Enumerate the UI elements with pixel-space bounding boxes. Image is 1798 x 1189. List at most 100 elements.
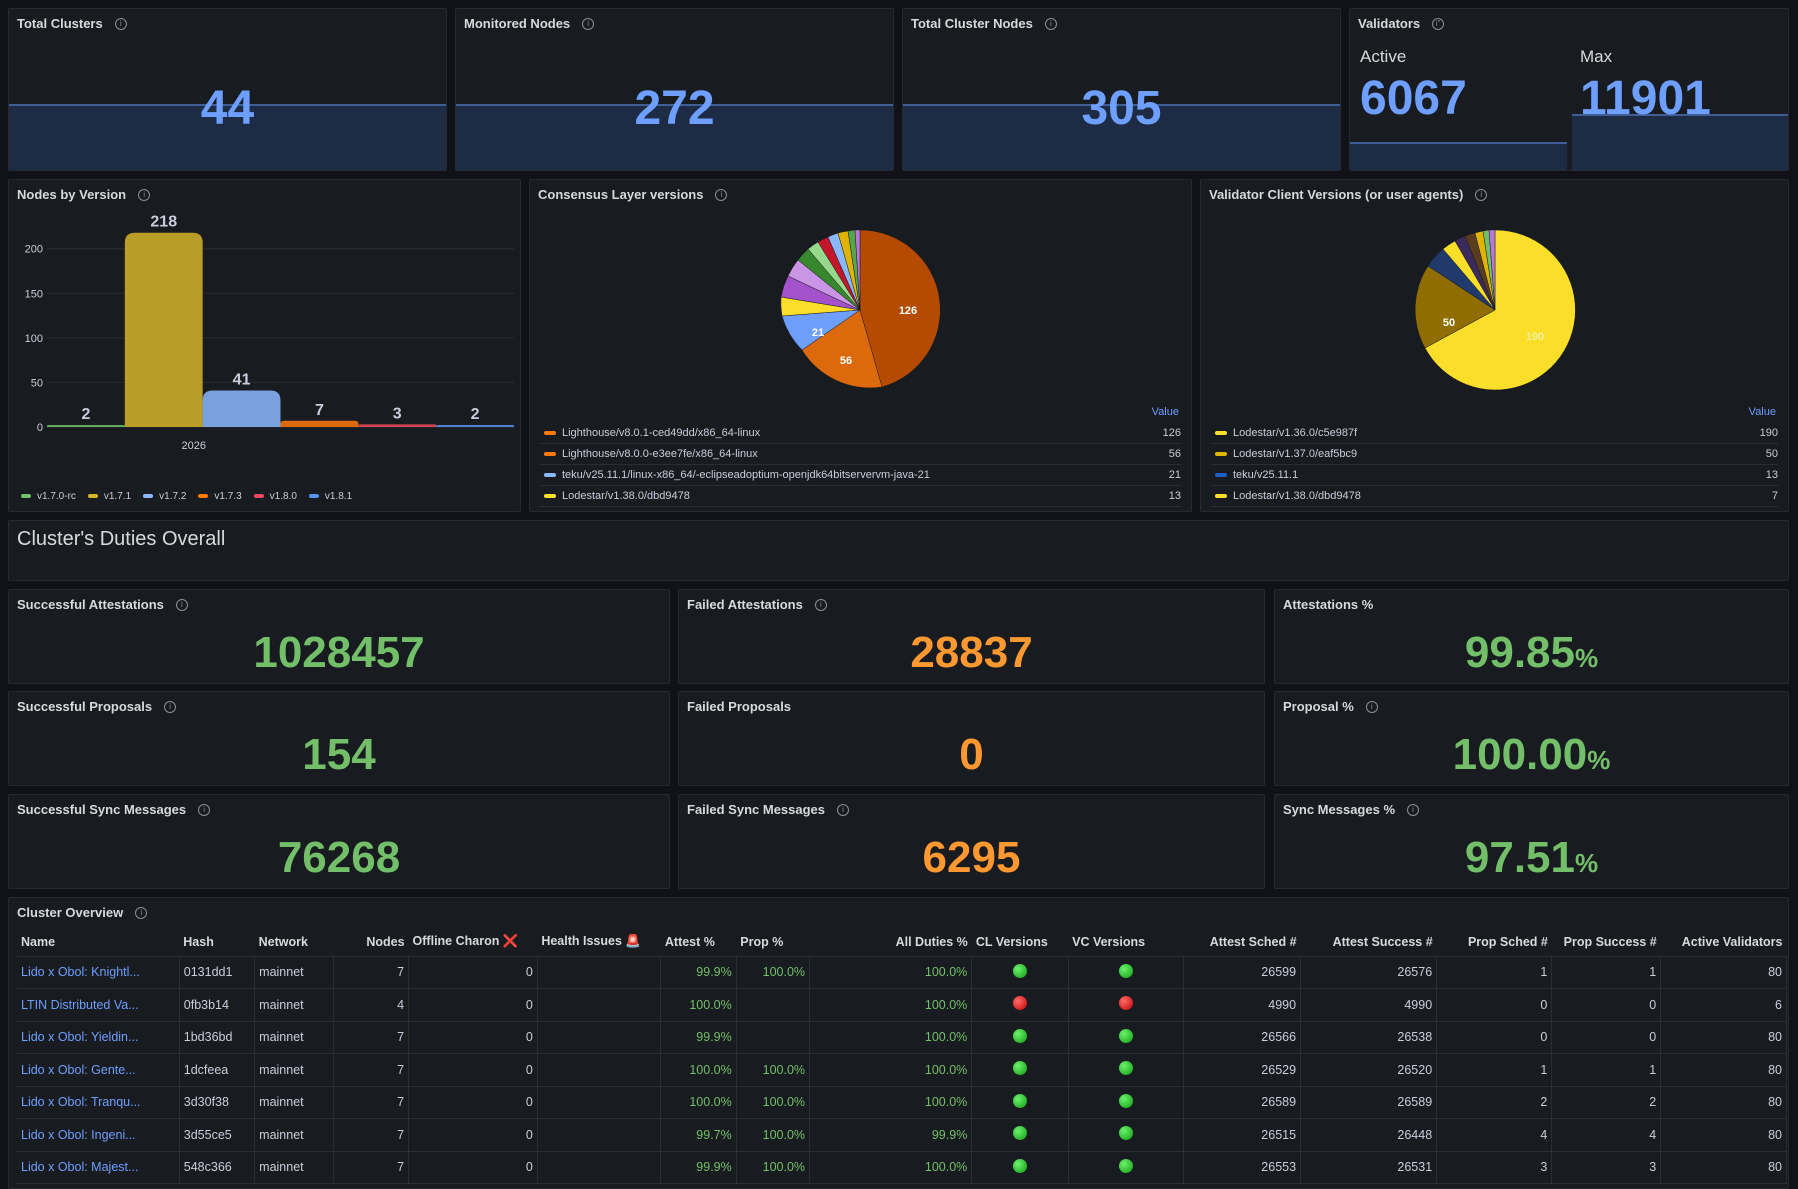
slice-label: 50 bbox=[1443, 317, 1455, 329]
cell-asucc: 26520 bbox=[1300, 1053, 1438, 1087]
cell-name[interactable]: Lido x Obol: Majest... bbox=[17, 1151, 180, 1184]
cell-health bbox=[537, 1118, 662, 1152]
column-header[interactable]: Active Validators bbox=[1660, 928, 1787, 957]
info-icon[interactable]: i bbox=[138, 188, 151, 201]
column-header[interactable]: Attest Sched # bbox=[1183, 928, 1301, 957]
legend-row[interactable]: Lodestar/v1.37.0/eaf5bc9 50 bbox=[1211, 444, 1778, 465]
legend-row[interactable]: Lodestar/v1.38.0/dbd9478 13 bbox=[540, 486, 1181, 507]
column-header[interactable]: Offline Charon ❌ bbox=[408, 928, 538, 957]
info-icon[interactable]: i bbox=[1365, 700, 1378, 713]
legend-row[interactable]: Lighthouse/v8.0.0-e3ee7fe/x86_64-linux 56 bbox=[540, 444, 1181, 465]
stat-successful-attestations[interactable]: Successful Attestations i 1028457 bbox=[8, 589, 670, 684]
table-row[interactable]: Lido x Obol: Gente... 1dcfeea mainnet 7 0 100… bbox=[17, 1053, 1787, 1087]
cell-name[interactable]: LTIN Distributed Va... bbox=[17, 988, 180, 1022]
stat-sync-pct[interactable]: Sync Messages % i 97.51% bbox=[1274, 794, 1789, 889]
cell-network: mainnet bbox=[254, 956, 334, 989]
cell-asucc: 26448 bbox=[1300, 1118, 1438, 1152]
vc-status bbox=[1068, 1086, 1184, 1119]
legend-row[interactable]: Lighthouse/v8.0.1-ced49dd/x86_64-linux 12… bbox=[540, 423, 1181, 444]
info-icon[interactable]: i bbox=[837, 803, 850, 816]
cell-name[interactable]: Lido x Obol: Knightl... bbox=[17, 956, 180, 989]
column-header[interactable]: VC Versions bbox=[1068, 928, 1184, 957]
column-header[interactable]: Nodes bbox=[333, 928, 409, 957]
column-header[interactable]: CL Versions bbox=[971, 928, 1069, 957]
cell-active: 80 bbox=[1660, 1151, 1787, 1184]
info-icon[interactable]: i bbox=[715, 188, 728, 201]
cell-prop: 100.0% bbox=[736, 1053, 811, 1087]
panel-title: Validators i" bbox=[1358, 16, 1445, 31]
column-header[interactable]: All Duties % bbox=[809, 928, 972, 957]
info-icon[interactable]: i bbox=[1407, 803, 1420, 816]
stat-panel-total-clusters[interactable]: Total Clusters i 44 bbox=[8, 8, 447, 171]
cell-name[interactable]: Lido x Obol: Gente... bbox=[17, 1053, 180, 1087]
cell-asucc: 4990 bbox=[1300, 988, 1438, 1022]
cell-all: 100.0% bbox=[809, 1151, 973, 1184]
info-icon[interactable]: i bbox=[1044, 17, 1057, 30]
cell-name[interactable]: Lido x Obol: Tranqu... bbox=[17, 1086, 180, 1119]
column-header[interactable]: Name bbox=[17, 928, 180, 957]
column-header[interactable]: Prop % bbox=[736, 928, 810, 957]
stat-successful-sync[interactable]: Successful Sync Messages i 76268 bbox=[8, 794, 670, 889]
column-header[interactable]: Prop Sched # bbox=[1436, 928, 1552, 957]
table-row[interactable]: LTIN Distributed Va... 0fb3b14 mainnet 4 0 10… bbox=[17, 988, 1787, 1022]
column-header[interactable]: Health Issues 🚨 bbox=[537, 928, 661, 957]
value-header[interactable]: Value bbox=[1151, 406, 1179, 418]
cell-asched: 26529 bbox=[1183, 1053, 1302, 1087]
legend-row[interactable]: Lodestar/v1.36.0/c5e987f 190 bbox=[1211, 423, 1778, 444]
table-row[interactable]: Lido x Obol: Majest... 548c366 mainnet 7 0 99… bbox=[17, 1151, 1787, 1184]
cell-attest: 99.7% bbox=[660, 1118, 737, 1152]
legend-item-v1.7.1[interactable]: v1.7.1 bbox=[87, 491, 131, 502]
column-header[interactable]: Attest % bbox=[660, 928, 737, 957]
info-icon[interactable]: i bbox=[198, 803, 211, 816]
table-row[interactable]: Lido x Obol: Tranqu... 3d30f38 mainnet 7 0 10… bbox=[17, 1086, 1787, 1119]
stat-failed-proposals[interactable]: Failed Proposals 0 bbox=[678, 691, 1265, 786]
info-icon[interactable]: i bbox=[1475, 188, 1488, 201]
column-header[interactable]: Network bbox=[254, 928, 334, 957]
table-row[interactable]: Lido x Obol: Knightl... 0131dd1 mainnet 7 0 9… bbox=[17, 956, 1787, 989]
legend-row[interactable]: teku/v25.11.1/linux-x86_64/-eclipseadopt… bbox=[540, 465, 1181, 486]
stat-attestations-pct[interactable]: Attestations % 99.85% bbox=[1274, 589, 1789, 684]
stat-value: 100.00% bbox=[1452, 730, 1611, 779]
info-icon[interactable]: i" bbox=[1432, 17, 1445, 30]
legend-item-v1.8.0[interactable]: v1.8.0 bbox=[253, 491, 297, 502]
cell-name[interactable]: Lido x Obol: Ingeni... bbox=[17, 1118, 180, 1152]
cl-versions-panel[interactable]: Consensus Layer versions i 126 56 21 Valu… bbox=[529, 179, 1192, 512]
cell-active: 6 bbox=[1660, 988, 1787, 1022]
column-header[interactable]: Prop Success # bbox=[1551, 928, 1661, 957]
legend-row[interactable]: teku/v25.11.1 13 bbox=[1211, 465, 1778, 486]
legend-item-v1.7.2[interactable]: v1.7.2 bbox=[143, 491, 186, 502]
cell-health bbox=[537, 1053, 662, 1087]
stat-failed-sync[interactable]: Failed Sync Messages i 6295 bbox=[678, 794, 1265, 889]
cl-status bbox=[971, 1086, 1069, 1119]
column-header[interactable]: Attest Success # bbox=[1300, 928, 1437, 957]
table-row[interactable]: Lido x Obol: Ingeni... 3d55ce5 mainnet 7 0 99… bbox=[17, 1118, 1787, 1152]
info-icon[interactable]: i bbox=[582, 17, 595, 30]
cluster-overview-panel[interactable]: Cluster Overview i Name Hash Network Nodes Of… bbox=[8, 897, 1789, 1189]
legend-item-v1.8.1[interactable]: v1.8.1 bbox=[308, 491, 352, 502]
info-icon[interactable]: i bbox=[814, 598, 827, 611]
stat-panel-monitored-nodes[interactable]: Monitored Nodes i 272 bbox=[455, 8, 894, 171]
bar-value-label: 218 bbox=[150, 214, 177, 231]
info-icon[interactable]: i bbox=[135, 906, 148, 919]
info-icon[interactable]: i bbox=[164, 700, 177, 713]
vc-versions-panel[interactable]: Validator Client Versions (or user agent… bbox=[1200, 179, 1789, 512]
value-header[interactable]: Value bbox=[1748, 406, 1776, 418]
legend-item-v1.7.0-rc[interactable]: v1.7.0-rc bbox=[21, 491, 76, 502]
legend-row[interactable]: Lodestar/v1.38.0/dbd9478 7 bbox=[1211, 486, 1778, 507]
cell-offline: 0 bbox=[408, 1118, 538, 1152]
info-icon[interactable]: i bbox=[114, 17, 127, 30]
stat-successful-proposals[interactable]: Successful Proposals i 154 bbox=[8, 691, 670, 786]
column-header[interactable]: Hash bbox=[179, 928, 255, 957]
nodes-by-version-panel[interactable]: Nodes by Version i 0 50 100 150 200 2 218 41 7 3 2 2… bbox=[8, 179, 521, 512]
info-icon[interactable]: i bbox=[175, 598, 188, 611]
stat-failed-attestations[interactable]: Failed Attestations i 28837 bbox=[678, 589, 1265, 684]
legend-swatch bbox=[87, 494, 98, 498]
stat-panel-validators[interactable]: Validators i" Active 6067 Max 11901 bbox=[1349, 8, 1789, 171]
stat-panel-total-cluster-nodes[interactable]: Total Cluster Nodes i 305 bbox=[902, 8, 1341, 171]
legend-item-v1.7.3[interactable]: v1.7.3 bbox=[198, 491, 242, 502]
status-dot-icon bbox=[1012, 1126, 1027, 1141]
stat-proposal-pct[interactable]: Proposal % i 100.00% bbox=[1274, 691, 1789, 786]
table-row[interactable]: Lido x Obol: Yieldin... 1bd36bd mainnet 7 0 9… bbox=[17, 1021, 1787, 1054]
cell-attest: 100.0% bbox=[660, 1053, 737, 1087]
cell-name[interactable]: Lido x Obol: Yieldin... bbox=[17, 1021, 180, 1054]
